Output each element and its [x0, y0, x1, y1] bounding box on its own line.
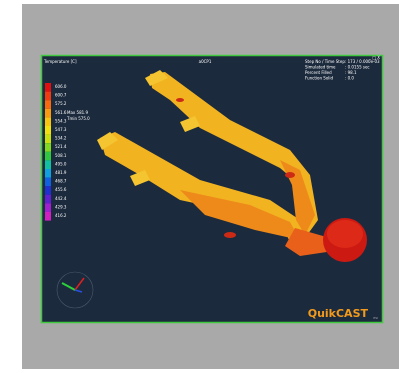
info-label: Function Solid: [305, 76, 333, 81]
legend-swatch: [45, 203, 51, 212]
marker-label: Tmin 575.0: [66, 116, 90, 121]
legend-label: 455.6: [55, 187, 67, 192]
legend-label: 468.7: [55, 179, 67, 184]
legend-swatch: [45, 160, 51, 169]
legend-label: 521.4: [55, 144, 67, 149]
legend-label: 600.7: [55, 93, 67, 98]
legend-label: 606.0: [55, 84, 67, 89]
window-controls[interactable]: _ □ X: [368, 55, 380, 60]
info-value: : 173 / 0.000e-03: [345, 59, 380, 64]
legend-label: 554.3: [55, 118, 67, 123]
legend-label: 429.3: [55, 204, 67, 209]
legend-label: 442.4: [55, 196, 67, 201]
legend-label: 508.1: [55, 153, 67, 158]
legend-swatch: [45, 126, 51, 135]
info-value: : 0.0: [345, 76, 354, 81]
legend-label: 534.2: [55, 136, 67, 141]
info-label: Step No / Time Step: [305, 59, 345, 64]
legend-swatch: [45, 134, 51, 144]
brand-sub: ESI: [373, 316, 378, 320]
info-label: Percent Filled: [305, 70, 332, 75]
axis-triad: [56, 271, 94, 309]
legend-label: 575.2: [55, 101, 67, 106]
legend-label: 547.3: [55, 127, 67, 132]
casting: [97, 70, 367, 262]
view-mode: a0CP1: [199, 59, 212, 64]
viewport-title: Temperature [C]: [43, 59, 77, 64]
legend-label: 495.0: [55, 161, 67, 166]
marker-label: Max 581.9: [67, 110, 88, 115]
legend-label: 416.2: [55, 213, 67, 218]
legend-swatch: [45, 83, 51, 92]
legend-swatch: [45, 117, 51, 126]
legend-swatch: [45, 91, 51, 101]
legend-swatch: [45, 108, 51, 118]
info-value: : 98.1: [345, 70, 357, 75]
legend-swatch: [45, 100, 51, 109]
legend-swatch: [45, 177, 51, 187]
info-label: Simulated time: [305, 65, 336, 70]
legend-label: 561.6: [55, 110, 67, 115]
legend-swatch: [45, 194, 51, 204]
brand: QuikCAST: [308, 307, 369, 320]
legend-swatch: [45, 169, 51, 178]
info-value: : 0.0155 sec: [345, 65, 370, 70]
legend-label: 481.9: [55, 170, 67, 175]
legend-swatch: [45, 212, 51, 221]
legend-swatch: [45, 151, 51, 161]
legend-swatch: [45, 186, 51, 195]
legend-swatch: [45, 143, 51, 152]
